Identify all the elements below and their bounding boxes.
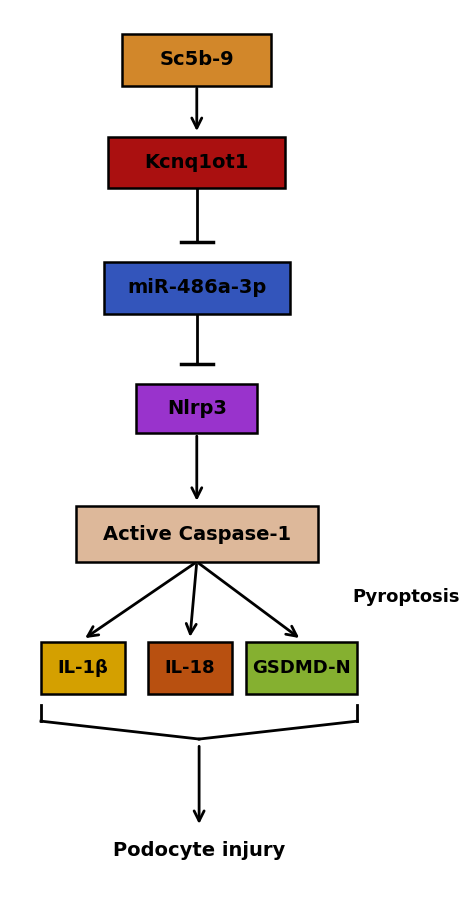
FancyBboxPatch shape [76, 506, 318, 562]
Text: Nlrp3: Nlrp3 [167, 400, 227, 418]
FancyBboxPatch shape [137, 384, 257, 434]
Text: miR-486a-3p: miR-486a-3p [127, 278, 266, 297]
Text: GSDMD-N: GSDMD-N [252, 659, 351, 677]
FancyBboxPatch shape [148, 642, 232, 694]
FancyBboxPatch shape [109, 136, 285, 189]
FancyBboxPatch shape [122, 33, 271, 85]
Text: Kcnq1ot1: Kcnq1ot1 [145, 153, 249, 172]
Text: Pyroptosis: Pyroptosis [352, 587, 460, 606]
FancyBboxPatch shape [246, 642, 357, 694]
Text: IL-1β: IL-1β [57, 659, 108, 677]
FancyBboxPatch shape [41, 642, 125, 694]
FancyBboxPatch shape [104, 262, 290, 313]
Text: Sc5b-9: Sc5b-9 [159, 50, 234, 69]
Text: Active Caspase-1: Active Caspase-1 [103, 524, 291, 543]
Text: IL-18: IL-18 [164, 659, 215, 677]
Text: Podocyte injury: Podocyte injury [113, 841, 285, 859]
